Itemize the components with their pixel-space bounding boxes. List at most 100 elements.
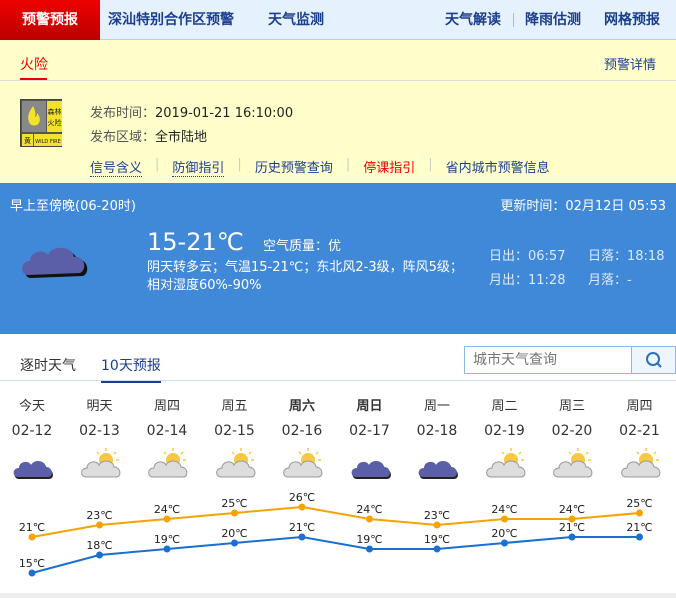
low-temp-point bbox=[28, 569, 36, 577]
weekday-label: 周三 bbox=[558, 399, 585, 414]
signal-meaning-link[interactable]: 信号含义 bbox=[90, 157, 143, 177]
weather-description: 阴天转多云；气温15-21℃；东北风2-3级，阵风5级；相对湿度60%-90% bbox=[147, 260, 463, 293]
cloudy-icon bbox=[407, 447, 467, 485]
air-quality: 空气质量：优 bbox=[263, 239, 342, 254]
temperature-range: 15-21℃ bbox=[147, 228, 244, 256]
high-temp-label: 25℃ bbox=[221, 497, 247, 510]
warning-detail-link[interactable]: 预警详情 bbox=[603, 58, 656, 73]
province-warning-link[interactable]: 省内城市预警信息 bbox=[445, 161, 550, 176]
city-search-input[interactable] bbox=[465, 347, 631, 373]
high-temp-label: 23℃ bbox=[424, 509, 450, 522]
date-label: 02-19 bbox=[484, 423, 525, 439]
tab-fire-risk[interactable]: 火险 bbox=[20, 57, 48, 73]
low-temp-label: 21℃ bbox=[289, 521, 315, 534]
low-temp-point bbox=[568, 533, 576, 541]
wild-fire-yellow-icon: 森林 火险 黄 WILD FIRE bbox=[20, 99, 62, 147]
partly-cloudy-icon bbox=[137, 447, 197, 485]
date-label: 02-21 bbox=[619, 423, 660, 439]
nav-weather-monitor[interactable]: 天气监测 bbox=[268, 12, 324, 28]
low-temp-label: 19℃ bbox=[356, 533, 382, 546]
high-temp-label: 23℃ bbox=[86, 509, 112, 522]
nav-weather-interpret[interactable]: 天气解读 bbox=[445, 12, 501, 28]
today-weather-panel: 早上至傍晚(06-20时) 更新时间：02月12日 05:53 15-21℃ 空… bbox=[0, 183, 676, 334]
svg-text:森林: 森林 bbox=[48, 107, 62, 116]
date-label: 02-15 bbox=[214, 423, 255, 439]
partly-cloudy-icon bbox=[272, 447, 332, 485]
high-temp-label: 24℃ bbox=[491, 503, 517, 516]
partly-cloudy-icon bbox=[205, 447, 265, 485]
nav-grid-forecast[interactable]: 网格预报 bbox=[604, 12, 660, 28]
high-temp-point bbox=[366, 515, 373, 523]
high-temp-point bbox=[636, 509, 643, 517]
low-temp-label: 21℃ bbox=[559, 521, 585, 534]
moonrise: 月出：11:28 bbox=[489, 273, 566, 288]
low-temp-label: 20℃ bbox=[491, 527, 517, 540]
sunrise: 日出：06:57 bbox=[489, 249, 566, 264]
low-temp-point bbox=[433, 545, 441, 553]
high-temp-label: 21℃ bbox=[19, 521, 45, 534]
date-label: 02-13 bbox=[79, 423, 120, 439]
date-label: 02-17 bbox=[349, 423, 390, 439]
publish-area: 发布区域：全市陆地 bbox=[90, 126, 207, 145]
partly-cloudy-icon bbox=[70, 447, 130, 485]
low-temp-point bbox=[163, 545, 171, 553]
low-temp-label: 21℃ bbox=[626, 521, 652, 534]
weekday-label: 周六 bbox=[288, 399, 315, 414]
cloudy-icon bbox=[340, 447, 400, 485]
low-temp-point bbox=[366, 545, 373, 553]
high-temp-point bbox=[96, 521, 103, 529]
sunset: 日落：18:18 bbox=[588, 249, 665, 264]
high-temp-label: 24℃ bbox=[154, 503, 180, 516]
warning-panel: 火险 预警详情 森林 火险 黄 WILD FIRE 发布时间：2019-01-2… bbox=[0, 40, 676, 183]
partly-cloudy-icon bbox=[542, 447, 602, 485]
date-label: 02-12 bbox=[11, 423, 53, 439]
publish-time-value: 2019-01-21 16:10:00 bbox=[155, 106, 294, 121]
high-temp-point bbox=[298, 503, 306, 511]
high-temp-line bbox=[31, 505, 640, 538]
high-temp-label: 24℃ bbox=[559, 503, 585, 516]
high-temp-point bbox=[501, 515, 508, 523]
publish-time-label: 发布时间： bbox=[90, 106, 156, 121]
partly-cloudy-icon bbox=[475, 447, 535, 485]
high-temp-point bbox=[231, 509, 238, 517]
class-suspension-link[interactable]: 停课指引 bbox=[363, 161, 416, 176]
history-warning-link[interactable]: 历史预警查询 bbox=[254, 161, 333, 176]
date-label: 02-14 bbox=[146, 423, 188, 439]
forecast-tabs: 逐时天气 10天预报 bbox=[0, 345, 676, 383]
low-temp-label: 20℃ bbox=[221, 527, 247, 540]
high-temp-point bbox=[568, 515, 576, 523]
weekday-label: 周二 bbox=[491, 399, 518, 414]
nav-warning-forecast[interactable]: 预警预报 bbox=[0, 0, 100, 40]
svg-text:火险: 火险 bbox=[48, 118, 62, 127]
publish-area-label: 发布区域： bbox=[90, 130, 156, 145]
low-temp-label: 15℃ bbox=[19, 557, 45, 570]
publish-area-value: 全市陆地 bbox=[155, 130, 208, 145]
tab-10-day[interactable]: 10天预报 bbox=[101, 355, 161, 383]
high-temp-point bbox=[433, 521, 441, 529]
svg-text:WILD FIRE: WILD FIRE bbox=[35, 139, 61, 145]
search-button[interactable] bbox=[631, 347, 675, 373]
low-temp-point bbox=[96, 551, 103, 559]
nav-shanwei-warning[interactable]: 深汕特别合作区预警 bbox=[108, 12, 234, 28]
low-temp-label: 19℃ bbox=[424, 533, 450, 546]
weekday-label: 今天 bbox=[18, 399, 45, 414]
partly-cloudy-icon bbox=[610, 447, 670, 485]
defense-guide-link[interactable]: 防御指引 bbox=[172, 157, 225, 177]
high-temp-point bbox=[28, 533, 36, 541]
weekday-label: 周四 bbox=[626, 399, 653, 414]
low-temp-line bbox=[31, 535, 640, 574]
low-temp-point bbox=[636, 533, 643, 541]
date-label: 02-20 bbox=[551, 423, 593, 439]
high-temp-label: 25℃ bbox=[626, 497, 652, 510]
weekday-label: 明天 bbox=[86, 399, 113, 414]
search-icon bbox=[646, 352, 662, 368]
top-nav: 预警预报 深汕特别合作区预警 天气监测 天气解读 降雨估测 网格预报 bbox=[0, 0, 676, 40]
publish-time: 发布时间：2019-01-21 16:10:00 bbox=[90, 102, 293, 121]
nav-rain-estimate[interactable]: 降雨估测 bbox=[525, 12, 581, 28]
high-temp-point bbox=[163, 515, 171, 523]
bottom-bar bbox=[0, 593, 676, 598]
cloudy-icon bbox=[2, 447, 62, 485]
svg-text:黄: 黄 bbox=[24, 136, 31, 145]
tab-hourly[interactable]: 逐时天气 bbox=[20, 358, 76, 374]
high-temp-label: 24℃ bbox=[356, 503, 382, 516]
